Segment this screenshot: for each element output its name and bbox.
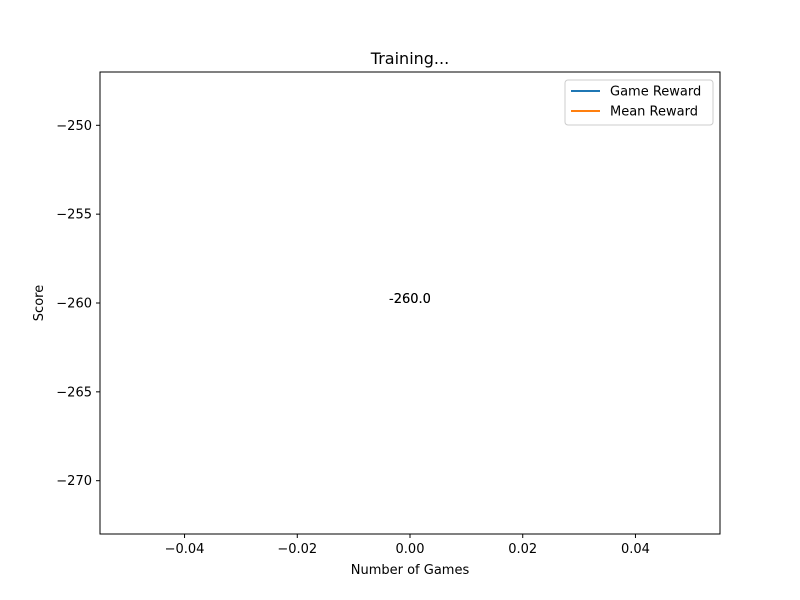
x-tick-label: −0.02 bbox=[277, 542, 317, 557]
legend-label: Mean Reward bbox=[610, 105, 698, 120]
y-axis-label: Score bbox=[32, 285, 47, 321]
data-label: -260.0 bbox=[389, 292, 431, 307]
x-tick-label: −0.04 bbox=[165, 542, 205, 557]
x-axis-label: Number of Games bbox=[351, 563, 470, 578]
x-tick-label: 0.00 bbox=[396, 542, 425, 557]
y-axis: −250 −255 −260 −265 −270 bbox=[56, 119, 100, 489]
legend-label: Game Reward bbox=[610, 85, 701, 100]
plot-area bbox=[99, 71, 721, 535]
legend-box bbox=[564, 79, 714, 126]
legend: Game Reward Mean Reward bbox=[564, 79, 714, 126]
y-tick-label: −265 bbox=[56, 385, 92, 400]
data-label: -260.0 bbox=[389, 292, 431, 307]
y-tick-label: −270 bbox=[56, 474, 92, 489]
y-tick-label: −250 bbox=[56, 119, 92, 134]
x-tick-label: 0.04 bbox=[621, 542, 650, 557]
annotations: -260.0-260.0 bbox=[389, 292, 431, 307]
y-tick-label: −260 bbox=[56, 297, 92, 312]
x-axis: −0.04 −0.02 0.00 0.02 0.04 bbox=[165, 534, 650, 557]
y-tick-label: −255 bbox=[56, 208, 92, 223]
x-tick-label: 0.02 bbox=[508, 542, 537, 557]
chart-title: Training... bbox=[370, 49, 449, 68]
